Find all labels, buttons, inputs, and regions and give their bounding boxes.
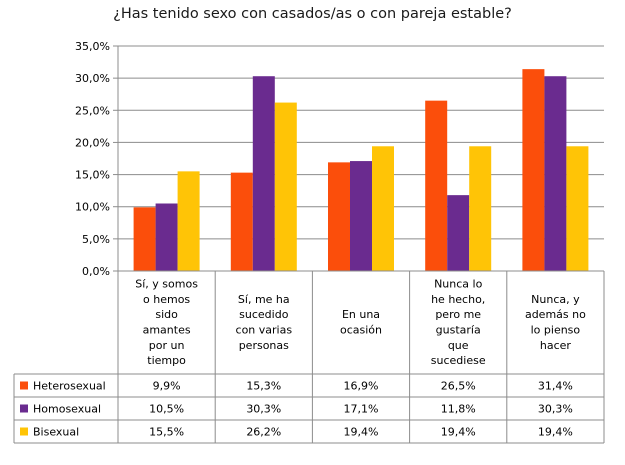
data-label: 26,2%	[246, 426, 281, 439]
category-label: Nunca, y	[531, 293, 580, 306]
y-tick-label: 5,0%	[82, 233, 110, 246]
bar-bisexual	[566, 146, 589, 271]
category-label: o hemos	[143, 293, 190, 306]
category-label: que	[448, 339, 469, 352]
legend-swatch	[20, 381, 28, 390]
y-tick-label: 20,0%	[75, 136, 110, 149]
chart-title: ¿Has tenido sexo con casados/as o con pa…	[113, 6, 512, 22]
data-label: 19,4%	[441, 426, 476, 439]
bar-bisexual	[372, 146, 394, 271]
bar-bisexual	[177, 171, 200, 271]
category-label: con varias	[236, 324, 293, 337]
data-label: 11,8%	[441, 403, 476, 416]
y-tick-label: 25,0%	[75, 104, 110, 117]
bar-heterosexual	[133, 207, 156, 271]
bar-heterosexual	[328, 162, 350, 271]
category-label: Sí, y somos	[135, 278, 198, 291]
category-label: amantes	[143, 324, 191, 337]
bar-heterosexual	[425, 100, 448, 272]
category-label: Nunca lo	[434, 278, 483, 291]
bar-homosexual	[155, 203, 178, 271]
legend-swatch	[20, 404, 28, 413]
y-tick-label: 0,0%	[82, 265, 110, 278]
legend-label: Bisexual	[33, 426, 79, 439]
y-tick-label: 35,0%	[75, 40, 110, 53]
bar-heterosexual	[522, 69, 545, 272]
y-tick-label: 10,0%	[75, 201, 110, 214]
category-label: Sí, me ha	[238, 293, 290, 306]
data-label: 16,9%	[344, 380, 379, 393]
category-label: sucediese	[431, 354, 486, 367]
data-label: 30,3%	[246, 403, 281, 416]
category-label: pero me	[435, 308, 481, 321]
category-label: tiempo	[147, 354, 186, 367]
data-label: 31,4%	[538, 380, 573, 393]
data-label: 30,3%	[538, 403, 573, 416]
category-label: En una	[342, 308, 380, 321]
bar-homosexual	[252, 76, 275, 271]
category-label: además no	[525, 308, 586, 321]
data-label: 26,5%	[441, 380, 476, 393]
data-label: 17,1%	[344, 403, 379, 416]
category-label: por un	[149, 339, 185, 352]
category-label: hacer	[540, 339, 572, 352]
data-label: 19,4%	[538, 426, 573, 439]
data-label: 15,3%	[246, 380, 281, 393]
bar-homosexual	[544, 76, 567, 271]
category-label: personas	[239, 339, 289, 352]
bar-homosexual	[350, 161, 372, 271]
category-label: sucedido	[239, 308, 289, 321]
data-label: 15,5%	[149, 426, 184, 439]
category-label: gustaría	[436, 324, 481, 337]
data-label: 10,5%	[149, 403, 184, 416]
category-label: ocasión	[340, 324, 382, 337]
bar-bisexual	[274, 102, 297, 271]
category-label: lo pienso	[531, 324, 581, 337]
category-label: he hecho,	[431, 293, 485, 306]
legend-label: Homosexual	[33, 403, 101, 416]
data-label: 19,4%	[344, 426, 379, 439]
bar-bisexual	[469, 146, 492, 271]
legend-label: Heterosexual	[33, 380, 106, 393]
bar-heterosexual	[230, 172, 253, 271]
bar-homosexual	[447, 195, 470, 271]
legend-swatch	[20, 427, 28, 436]
y-tick-label: 15,0%	[75, 169, 110, 182]
y-tick-label: 30,0%	[75, 72, 110, 85]
data-label: 9,9%	[153, 380, 181, 393]
category-label: sido	[155, 308, 178, 321]
